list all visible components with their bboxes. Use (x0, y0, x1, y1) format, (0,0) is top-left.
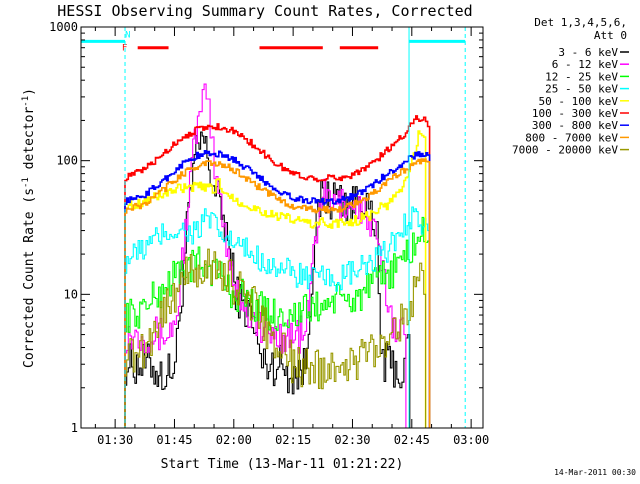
legend-label: 3 - 6 keV (558, 46, 618, 59)
legend-label: 300 - 800 keV (532, 119, 618, 132)
legend-label: 7000 - 20000 keV (512, 144, 618, 157)
y-tick-label: 10 (64, 287, 78, 301)
y-tick-label: 100 (56, 154, 78, 168)
y-axis-label-sup2: -1 (21, 96, 31, 107)
y-axis-label-post: ) (22, 88, 37, 96)
axes: 01:30 01:45 02:00 02:15 02:30 02:45 03:00 1 10 10… (49, 20, 489, 447)
plot-frame (80, 26, 484, 429)
y-axis-label-mid: detector (22, 107, 37, 178)
series-line (124, 248, 427, 428)
y-tick-label: 1 (71, 421, 78, 435)
legend-label: 12 - 25 keV (545, 70, 618, 83)
legend-label: 6 - 12 keV (552, 58, 619, 71)
marker-layer: NF (81, 27, 466, 428)
legend-label: 100 - 300 keV (532, 107, 618, 120)
series-layer (124, 83, 431, 428)
y-axis-label: Corrected Count Rate (s-1 detector-1) (21, 88, 37, 368)
flag-label: N (125, 30, 130, 40)
x-tick-label: 02:45 (394, 433, 430, 447)
legend-label: 800 - 7000 keV (525, 131, 618, 144)
y-axis-label-sup1: -1 (21, 177, 31, 188)
y-axis-label-pre: Corrected Count Rate (s (22, 188, 37, 368)
x-tick-label: 03:00 (453, 433, 489, 447)
chart-title: HESSI Observing Summary Count Rates, Cor… (57, 2, 472, 20)
series-line (124, 115, 431, 428)
legend-label: 50 - 100 keV (539, 95, 619, 108)
x-tick-label: 01:45 (156, 433, 192, 447)
legend-header-line-1: Det 1,3,4,5,6, (534, 16, 627, 29)
y-tick-label: 1000 (49, 20, 78, 34)
series-line (124, 216, 431, 428)
series-line (124, 158, 431, 428)
x-tick-label: 02:15 (275, 433, 311, 447)
series-line (124, 150, 431, 428)
x-tick-label: 02:00 (216, 433, 252, 447)
x-tick-label: 01:30 (97, 433, 133, 447)
legend-label: 25 - 50 keV (545, 83, 618, 96)
x-tick-label: 02:30 (334, 433, 370, 447)
x-axis-label: Start Time (13-Mar-11 01:21:22) (161, 457, 404, 472)
legend-header-line-2: Att 0 (594, 29, 627, 42)
series-line (124, 206, 431, 428)
series-line (124, 130, 427, 428)
footer-date: 14-Mar-2011 00:30 (554, 468, 636, 477)
